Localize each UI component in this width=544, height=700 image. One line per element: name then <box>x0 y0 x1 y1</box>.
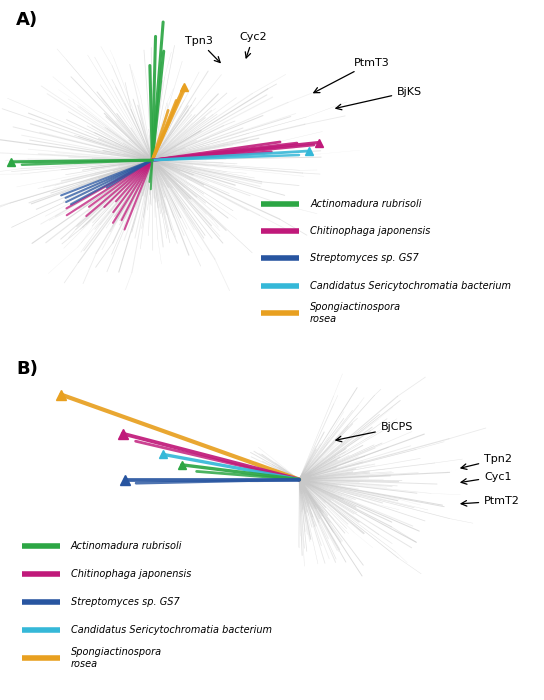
Text: A): A) <box>16 11 39 29</box>
Text: BjKS: BjKS <box>336 87 422 110</box>
Text: PtmT2: PtmT2 <box>461 496 520 506</box>
Text: Chitinophaga japonensis: Chitinophaga japonensis <box>71 569 191 579</box>
Text: Candidatus Sericytochromatia bacterium: Candidatus Sericytochromatia bacterium <box>310 281 511 290</box>
Text: Candidatus Sericytochromatia bacterium: Candidatus Sericytochromatia bacterium <box>71 625 271 635</box>
Text: Tpn3: Tpn3 <box>185 36 220 62</box>
Text: Chitinophaga japonensis: Chitinophaga japonensis <box>310 226 430 236</box>
Text: Actinomadura rubrisoli: Actinomadura rubrisoli <box>310 199 422 209</box>
Text: Actinomadura rubrisoli: Actinomadura rubrisoli <box>71 541 182 551</box>
Text: B): B) <box>16 360 38 379</box>
Text: Streptomyces sp. GS7: Streptomyces sp. GS7 <box>310 253 419 263</box>
Text: Cyc2: Cyc2 <box>239 32 267 58</box>
Text: Tpn2: Tpn2 <box>461 454 512 470</box>
Text: PtmT3: PtmT3 <box>314 57 390 92</box>
Text: Cyc1: Cyc1 <box>461 472 512 484</box>
Text: Spongiactinospora
rosea: Spongiactinospora rosea <box>71 648 162 668</box>
Text: Spongiactinospora
rosea: Spongiactinospora rosea <box>310 302 401 324</box>
Text: BjCPS: BjCPS <box>336 423 413 442</box>
Text: Streptomyces sp. GS7: Streptomyces sp. GS7 <box>71 597 180 607</box>
